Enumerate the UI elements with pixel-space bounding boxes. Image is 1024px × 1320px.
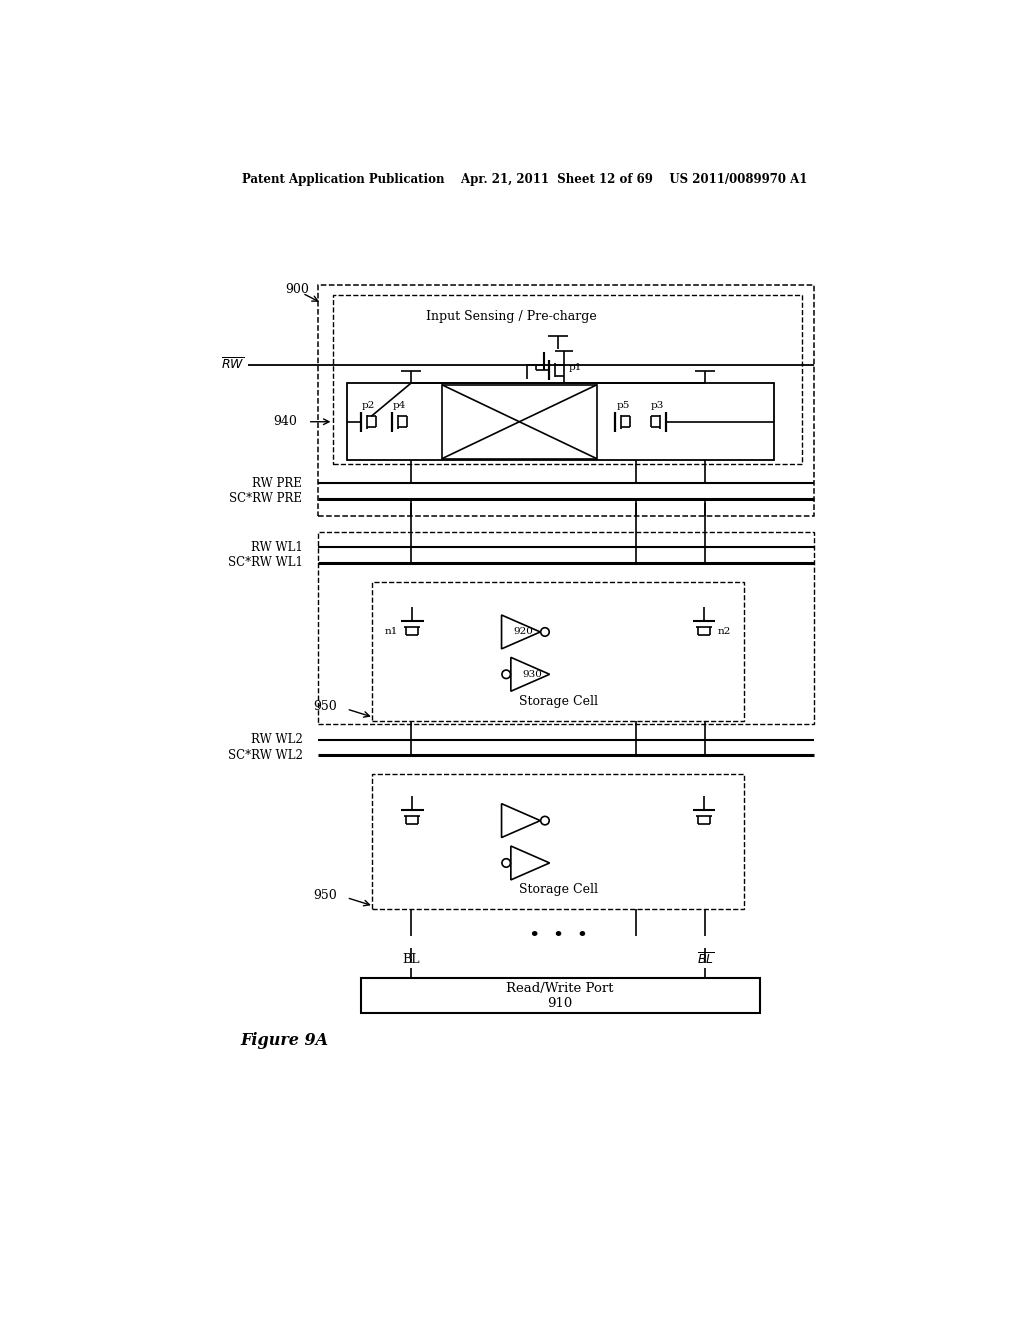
Bar xyxy=(372,582,744,721)
Text: SC*RW WL1: SC*RW WL1 xyxy=(227,556,302,569)
Text: RW PRE: RW PRE xyxy=(253,477,302,490)
Text: $\overline{RW}$: $\overline{RW}$ xyxy=(221,356,245,372)
Text: 920: 920 xyxy=(513,627,534,636)
Text: 940: 940 xyxy=(273,416,297,428)
Text: $\overline{BL}$: $\overline{BL}$ xyxy=(696,952,714,968)
Text: 930: 930 xyxy=(522,669,543,678)
Text: p5: p5 xyxy=(616,401,630,409)
Bar xyxy=(360,978,760,1014)
Text: 900: 900 xyxy=(285,282,309,296)
Bar xyxy=(372,775,744,909)
Text: p4: p4 xyxy=(393,401,407,409)
Text: SC*RW PRE: SC*RW PRE xyxy=(229,492,302,506)
Text: n1: n1 xyxy=(385,627,398,636)
Text: 950: 950 xyxy=(313,700,337,713)
Text: Storage Cell: Storage Cell xyxy=(518,694,598,708)
Text: p1: p1 xyxy=(568,363,583,372)
Bar xyxy=(346,383,774,461)
Text: p3: p3 xyxy=(651,401,665,409)
Text: Figure 9A: Figure 9A xyxy=(241,1031,329,1048)
Text: SC*RW WL2: SC*RW WL2 xyxy=(227,748,302,762)
Text: •  •  •: • • • xyxy=(528,927,588,945)
Text: RW WL2: RW WL2 xyxy=(251,733,302,746)
Text: Read/Write Port
910: Read/Write Port 910 xyxy=(506,982,613,1010)
Text: n2: n2 xyxy=(718,627,731,636)
Bar xyxy=(334,294,802,465)
Text: p2: p2 xyxy=(362,401,376,409)
Text: Storage Cell: Storage Cell xyxy=(518,883,598,896)
Bar xyxy=(317,532,814,725)
Text: BL: BL xyxy=(402,953,420,966)
Text: Patent Application Publication    Apr. 21, 2011  Sheet 12 of 69    US 2011/00899: Patent Application Publication Apr. 21, … xyxy=(242,173,808,186)
Text: 950: 950 xyxy=(313,888,337,902)
Text: Input Sensing / Pre-charge: Input Sensing / Pre-charge xyxy=(426,310,597,323)
Bar xyxy=(442,385,597,459)
Bar xyxy=(317,285,814,516)
Text: RW WL1: RW WL1 xyxy=(251,541,302,554)
